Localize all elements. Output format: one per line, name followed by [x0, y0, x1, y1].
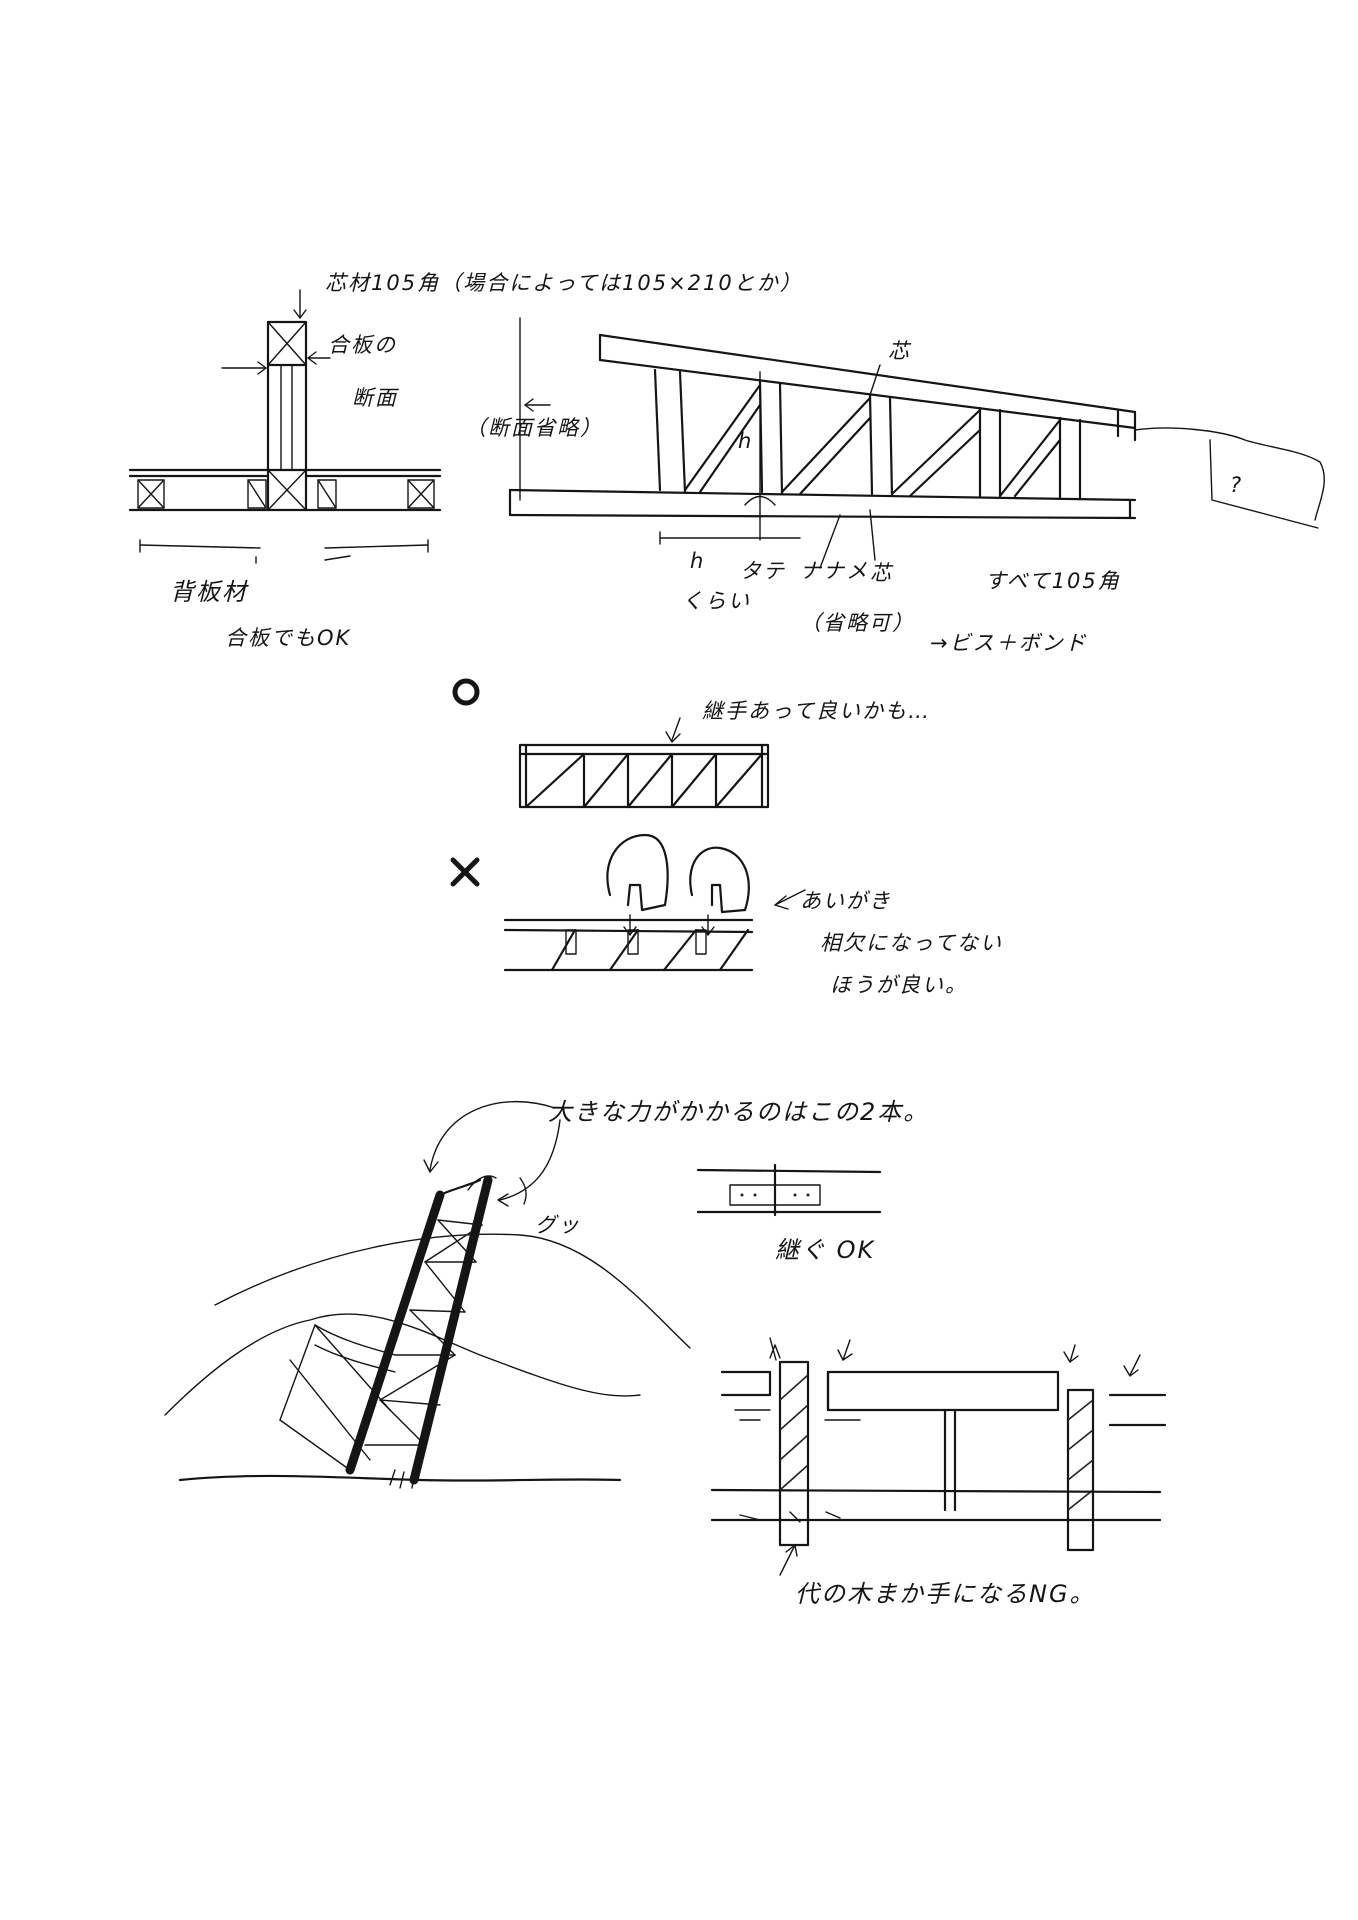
- note-big-force: 大きな力がかかるのはこの2本。: [548, 1098, 929, 1126]
- note-plywood-section: 断面: [352, 386, 399, 410]
- good-joint-detail: [452, 678, 770, 809]
- note-lap-joint-3: ほうが良い。: [830, 973, 968, 997]
- note-h-label: h: [738, 429, 753, 453]
- core-column: [266, 320, 308, 512]
- note-lap-joint-1: あいがき: [800, 889, 892, 913]
- note-plywood-thickness: 合板の: [328, 333, 397, 357]
- note-all-105: すべて105角: [985, 569, 1121, 593]
- note-omit: （省略可）: [800, 611, 915, 635]
- note-lap-joint-2: 相欠になってない: [820, 931, 1003, 955]
- ng-detail: [710, 1337, 1167, 1576]
- note-section-omitted: （断面省略）: [465, 416, 603, 440]
- note-joint-ok-maybe: 継手あって良いかも…: [702, 699, 931, 723]
- truss-panel-elevation: [508, 317, 1325, 569]
- note-backboard: 背板材: [170, 578, 249, 606]
- leaning-truss-sketch: [164, 1100, 691, 1489]
- sketch-annotations: 芯材105角（場合によっては105×210とか） 合板の 断面 （断面省略） 芯…: [170, 271, 1243, 1608]
- note-tate: タテ: [740, 559, 786, 583]
- note-question: ?: [1230, 473, 1243, 497]
- note-ply-ok: 合板でもOK: [225, 626, 352, 650]
- note-naname: ナナメ: [800, 559, 869, 583]
- note-core-top: 芯: [888, 339, 912, 363]
- bad-joint-detail: [450, 833, 806, 972]
- column-section-detail: [128, 289, 442, 564]
- note-screw-bond: →ビス＋ボンド: [930, 631, 1088, 655]
- note-gugu: グッ: [535, 1213, 581, 1237]
- note-core-bottom: 芯: [870, 561, 894, 585]
- note-ng: 代の木まか手になるNG。: [795, 1580, 1096, 1608]
- note-h-width: h: [690, 549, 705, 573]
- note-joint-ok: 継ぐ OK: [775, 1236, 876, 1264]
- note-core-105: 芯材105角（場合によっては105×210とか）: [325, 271, 803, 295]
- joint-ok-detail: [696, 1163, 882, 1217]
- note-h-width-approx: くらい: [682, 589, 751, 613]
